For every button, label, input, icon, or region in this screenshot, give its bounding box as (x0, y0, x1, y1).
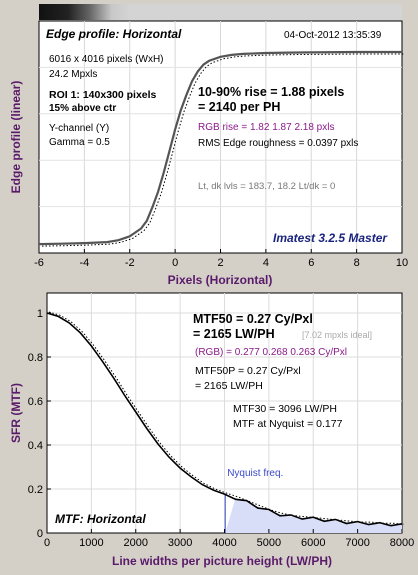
rise-per-ph: = 2140 per PH (198, 100, 280, 114)
nyquist-label: Nyquist freq. (227, 468, 283, 479)
edge-x-tick-label: 4 (263, 257, 269, 269)
edge-x-tick-label: 0 (172, 257, 178, 269)
mpxls-ideal: [7.02 mpxls ideal] (302, 330, 372, 340)
mtf-x-tick-label: 0 (44, 537, 50, 549)
mtf-y-tick-label: 0 (37, 528, 43, 540)
mtf-x-tick-label: 2000 (124, 537, 148, 549)
mtf-at-nyquist: MTF at Nyquist = 0.177 (233, 418, 343, 430)
mtf-curve-dotted (48, 311, 405, 525)
mtf-x-tick-label: 8000 (390, 537, 414, 549)
roi-position: 15% above ctr (49, 103, 116, 114)
light-dark-levels: Lt, dk lvls = 183.7, 18.2 Lt/dk = 0 (198, 181, 335, 192)
mtf-y-tick-label: 0.8 (28, 352, 43, 364)
mtf-x-tick-label: 6000 (301, 537, 325, 549)
edge-x-tick-label: 2 (217, 257, 223, 269)
rise-value: 10-90% rise = 1.88 pixels (198, 85, 344, 99)
mtf50p-value: MTF50P = 0.27 Cy/Pxl (195, 365, 301, 377)
channel-info: Y-channel (Y) (49, 123, 109, 134)
mtf50-rgb: (RGB) = 0.277 0.268 0.263 Cy/Pxl (195, 347, 347, 358)
edge-x-tick-label: -2 (125, 257, 135, 269)
mtf30-value: MTF30 = 3096 LW/PH (233, 403, 337, 415)
image-mpxls: 24.2 Mpxls (49, 69, 97, 80)
mtf-x-axis-title: Line widths per picture height (LW/PH) (112, 554, 332, 568)
mtf-y-tick-label: 0.4 (28, 440, 43, 452)
mtf50-value: MTF50 = 0.27 Cy/Pxl (193, 312, 313, 326)
edge-x-tick-label: -6 (34, 257, 44, 269)
roi-info: ROI 1: 140x300 pixels (49, 89, 157, 101)
edge-gradient-strip (39, 4, 402, 20)
mtf-y-tick-label: 1 (37, 308, 43, 320)
mtf-x-tick-label: 3000 (168, 537, 192, 549)
edge-title: Edge profile: Horizontal (46, 27, 182, 41)
edge-profile-curve (38, 50, 402, 246)
mtf50-lwph: = 2165 LW/PH (193, 327, 275, 341)
edge-timestamp: 04-Oct-2012 13:35:39 (284, 30, 382, 41)
mtf-y-tick-label: 0.6 (28, 396, 43, 408)
mtf-x-tick-label: 1000 (79, 537, 103, 549)
edge-x-tick-label: 6 (308, 257, 314, 269)
mtf-y-tick-label: 0.2 (28, 484, 43, 496)
mtf-curve (46, 312, 403, 527)
mtf-x-tick-label: 7000 (345, 537, 369, 549)
imatest-watermark: Imatest 3.2.5 Master (273, 231, 388, 245)
mtf-x-tick-label: 5000 (257, 537, 281, 549)
edge-x-axis-title: Pixels (Horizontal) (168, 273, 273, 287)
gamma-info: Gamma = 0.5 (49, 137, 110, 148)
rgb-rise: RGB rise = 1.82 1.87 2.18 pxls (198, 122, 334, 133)
mtf-y-axis-title: SFR (MTF) (9, 383, 23, 443)
beyond-nyquist-fill (225, 497, 402, 533)
edge-x-tick-label: 8 (354, 257, 360, 269)
mtf50p-lwph: = 2165 LW/PH (195, 380, 263, 392)
edge-y-axis-title: Edge profile (linear) (9, 81, 23, 194)
mtf-title: MTF: Horizontal (55, 512, 146, 526)
edge-x-tick-label: 10 (396, 257, 408, 269)
image-dims: 6016 x 4016 pixels (WxH) (49, 54, 164, 65)
edge-x-tick-label: -4 (79, 257, 89, 269)
rms-roughness: RMS Edge roughness = 0.0397 pxls (198, 138, 358, 149)
mtf-x-tick-label: 4000 (212, 537, 236, 549)
